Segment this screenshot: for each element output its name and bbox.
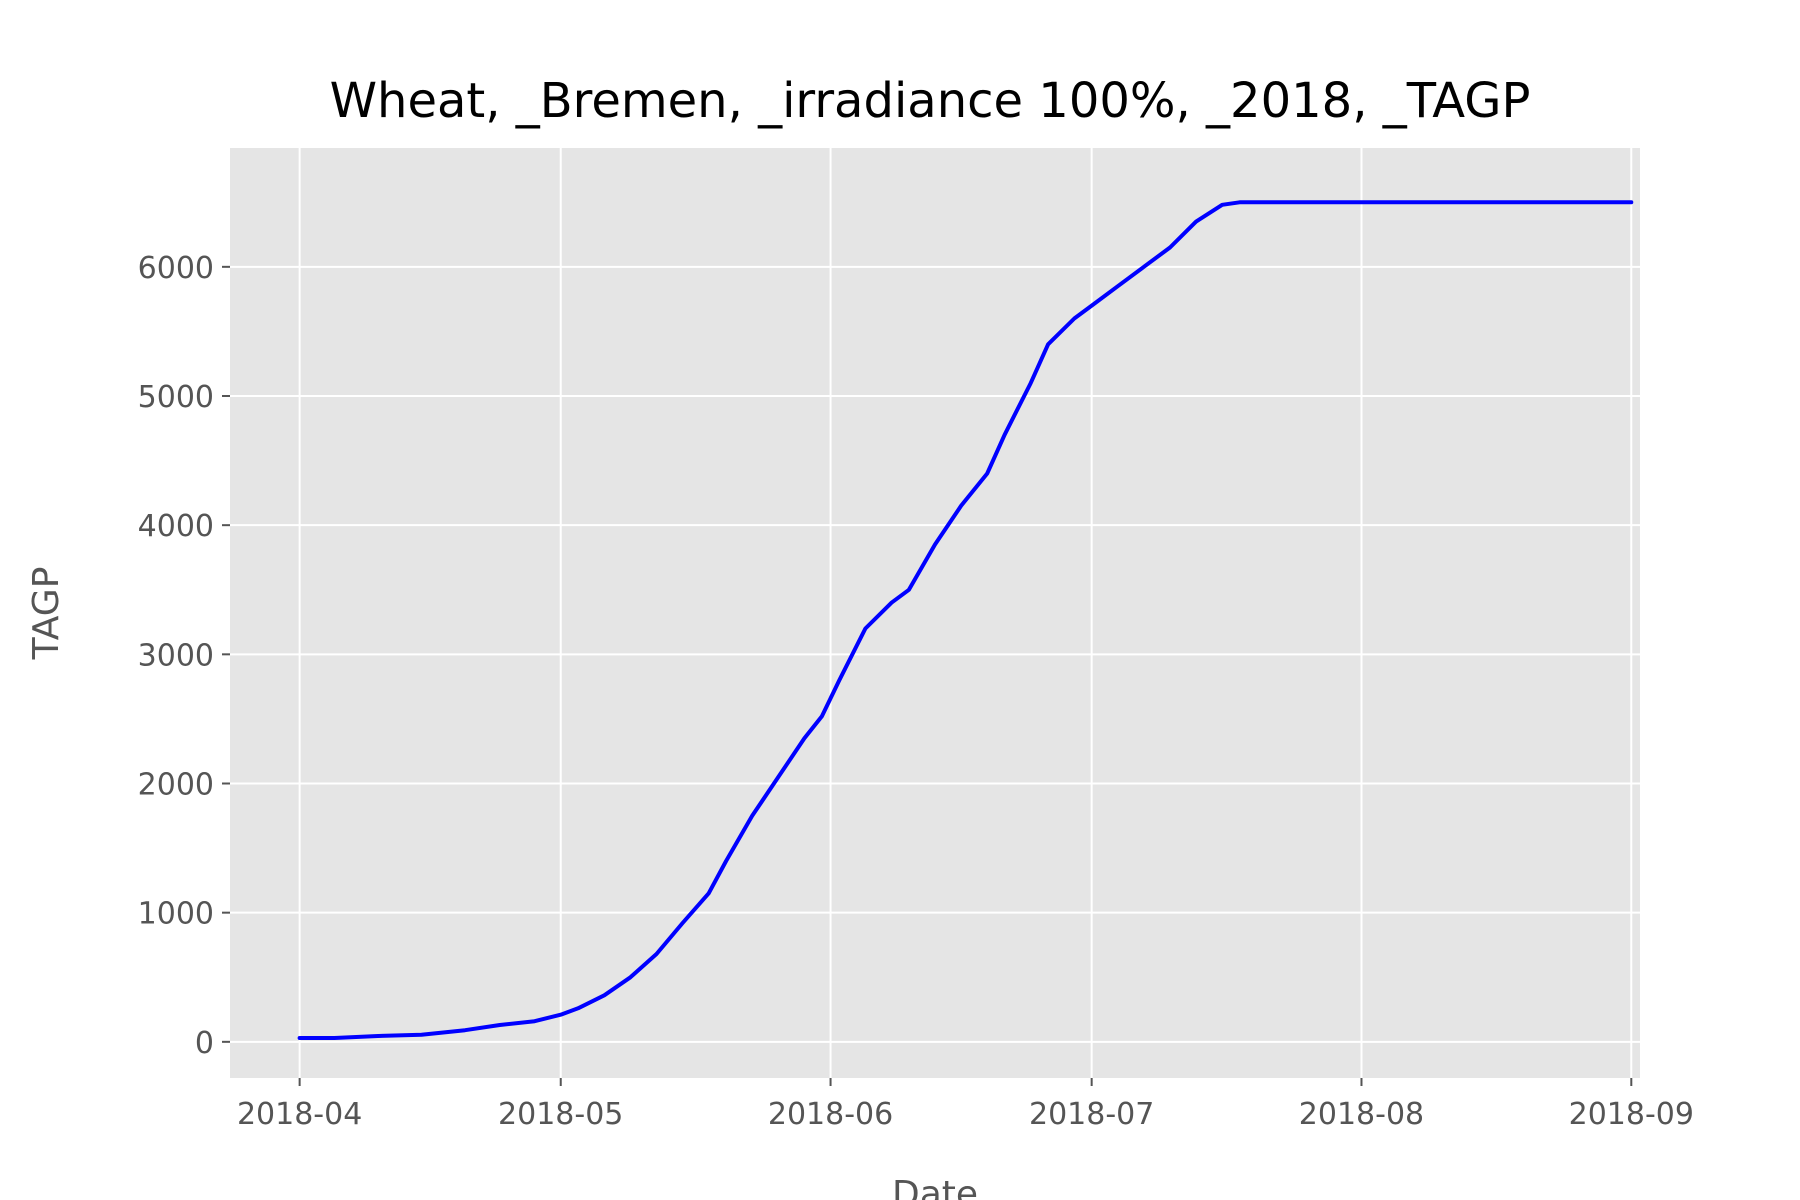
x-tick-label: 2018-04 — [237, 1097, 362, 1132]
axes: 2018-04 2018-05 2018-06 2018-07 2018-08 2018-… — [138, 251, 1694, 1132]
y-axis-label: TAGP — [26, 567, 67, 661]
x-tick-label: 2018-07 — [1029, 1097, 1154, 1132]
y-tick-label: 0 — [195, 1026, 214, 1061]
y-tick-label: 1000 — [138, 897, 214, 932]
plot-background — [230, 148, 1640, 1078]
y-tick-label: 4000 — [138, 509, 214, 544]
grid-lines — [230, 148, 1640, 1078]
x-tick-label: 2018-09 — [1569, 1097, 1694, 1132]
x-tick-label: 2018-06 — [768, 1097, 893, 1132]
y-tick-label: 6000 — [138, 251, 214, 286]
chart-title: Wheat, _Bremen, _irradiance 100%, _2018,… — [330, 73, 1531, 129]
series-lines — [297, 200, 1634, 1040]
x-tick-label: 2018-05 — [498, 1097, 623, 1132]
x-tick-label: 2018-08 — [1299, 1097, 1424, 1132]
y-tick-label: 3000 — [138, 638, 214, 673]
y-tick-label: 5000 — [138, 380, 214, 415]
series-line — [297, 200, 1634, 1040]
y-tick-label: 2000 — [138, 768, 214, 803]
x-axis-label: Date — [892, 1174, 978, 1200]
